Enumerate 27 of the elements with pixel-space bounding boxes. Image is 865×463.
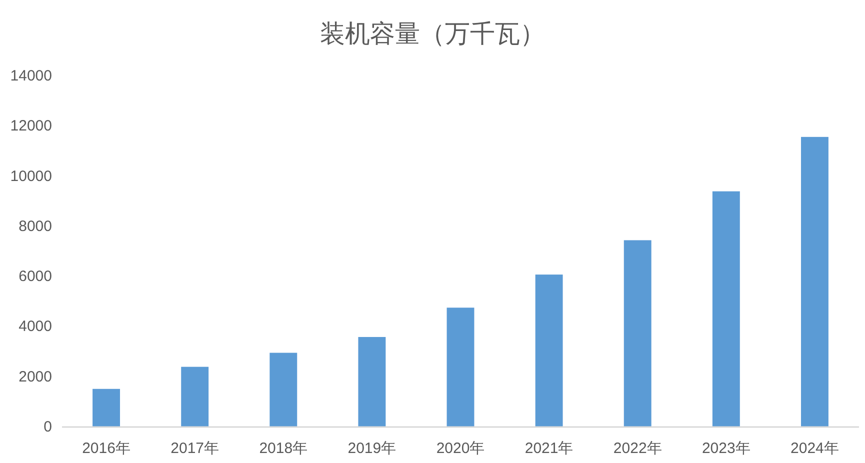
x-tick-label: 2023年: [702, 440, 750, 457]
x-tick-label: 2020年: [436, 440, 485, 457]
bar: [712, 191, 740, 427]
bar: [624, 240, 652, 427]
y-tick-label: 6000: [18, 268, 52, 286]
bar: [358, 336, 386, 427]
x-tick-label: 2019年: [348, 440, 396, 457]
y-tick-label: 12000: [10, 118, 52, 135]
y-tick-label: 2000: [18, 368, 52, 386]
y-tick-label: 4000: [18, 318, 52, 336]
chart-title: 装机容量（万千瓦）: [320, 20, 545, 48]
bar: [535, 274, 563, 427]
x-tick-label: 2017年: [170, 440, 220, 457]
y-tick-label: 14000: [10, 68, 52, 84]
bar: [800, 136, 828, 427]
x-tick-label: 2024年: [790, 440, 839, 457]
bar: [446, 308, 474, 427]
y-tick-label: 10000: [10, 168, 52, 185]
bar: [92, 388, 120, 427]
x-tick-label: 2022年: [613, 440, 662, 457]
x-tick-label: 2018年: [259, 440, 308, 457]
x-tick-label: 2021年: [524, 440, 574, 457]
y-tick-label: 8000: [18, 218, 52, 235]
bar: [270, 352, 298, 427]
y-tick-label: 0: [44, 418, 52, 436]
x-tick-label: 2016年: [82, 440, 130, 457]
bar: [181, 366, 209, 427]
